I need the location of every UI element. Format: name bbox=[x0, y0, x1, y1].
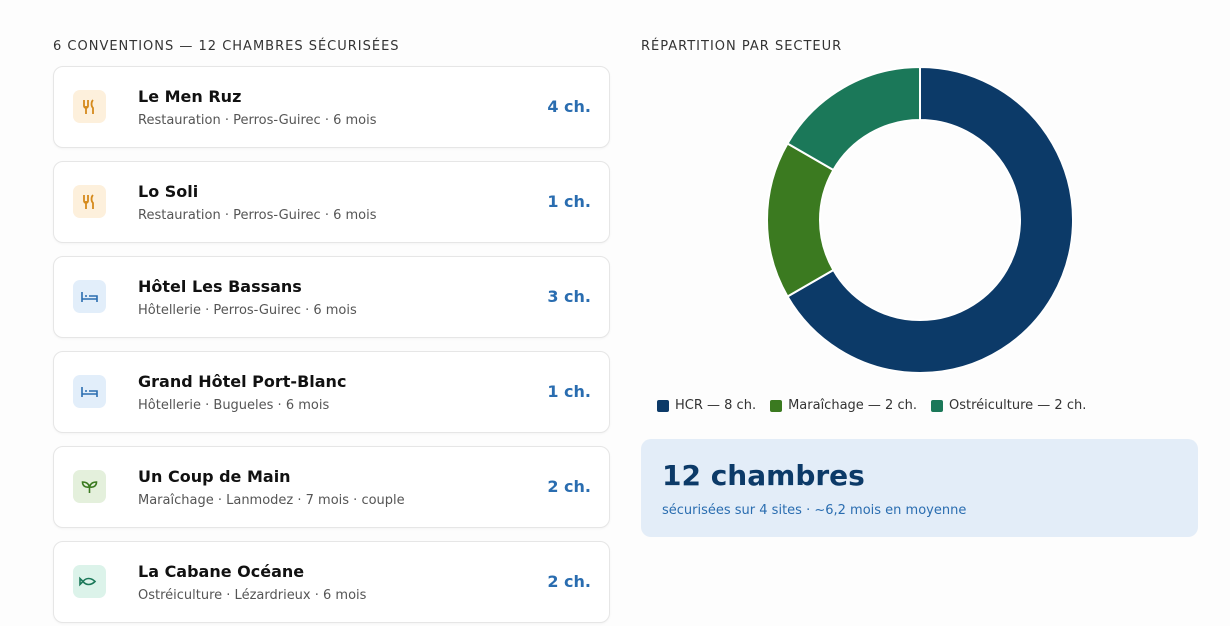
list-title: 6 CONVENTIONS — 12 CHAMBRES SÉCURISÉES bbox=[53, 39, 400, 54]
plant-icon bbox=[73, 470, 106, 503]
details: Restauration · Perros-Guirec · 6 mois bbox=[138, 113, 377, 128]
legend-swatch bbox=[930, 399, 943, 412]
convention-card[interactable]: La Cabane Océane Ostréiculture · Lézardr… bbox=[53, 541, 610, 623]
name: Grand Hôtel Port-Blanc bbox=[138, 372, 347, 391]
convention-card[interactable]: Le Men Ruz Restauration · Perros-Guirec … bbox=[53, 66, 610, 148]
name: Hôtel Les Bassans bbox=[138, 277, 302, 296]
legend-label: Ostréiculture — 2 ch. bbox=[948, 398, 1087, 413]
details: Hôtellerie · Perros-Guirec · 6 mois bbox=[138, 303, 357, 318]
legend-label: Maraîchage — 2 ch. bbox=[788, 398, 917, 413]
donut-slice bbox=[786, 65, 921, 172]
fish-icon bbox=[73, 565, 106, 598]
name: La Cabane Océane bbox=[138, 562, 305, 581]
rooms: 1 ch. bbox=[547, 192, 591, 211]
convention-card[interactable]: Grand Hôtel Port-Blanc Hôtellerie · Bugu… bbox=[53, 351, 610, 433]
details: Hôtellerie · Bugueles · 6 mois bbox=[138, 398, 330, 413]
summary-headline: 12 chambres bbox=[662, 459, 865, 492]
rooms: 1 ch. bbox=[547, 382, 591, 401]
convention-card[interactable]: Hôtel Les Bassans Hôtellerie · Perros-Gu… bbox=[53, 256, 610, 338]
convention-card[interactable]: Un Coup de Main Maraîchage · Lanmodez · … bbox=[53, 446, 610, 528]
rooms: 3 ch. bbox=[547, 287, 591, 306]
legend-swatch bbox=[657, 399, 669, 412]
name: Un Coup de Main bbox=[138, 467, 291, 486]
legend-label: HCR — 8 ch. bbox=[675, 398, 757, 413]
legend-item: HCR — 8 ch. bbox=[657, 398, 756, 413]
restaurant-icon bbox=[73, 90, 106, 123]
legend-swatch bbox=[770, 399, 783, 412]
chart-title: RÉPARTITION PAR SECTEUR bbox=[641, 39, 843, 54]
details: Maraîchage · Lanmodez · 7 mois · couple bbox=[138, 493, 405, 508]
legend-item: Maraîchage — 2 ch. bbox=[770, 398, 917, 413]
convention-card[interactable]: Lo Soli Restauration · Perros-Guirec · 6… bbox=[53, 161, 610, 243]
summary-subtitle: sécurisées sur 4 sites · ~6,2 mois en mo… bbox=[662, 503, 967, 518]
name: Le Men Ruz bbox=[138, 87, 242, 106]
hotel-icon bbox=[73, 280, 106, 313]
donut-slice bbox=[786, 65, 1074, 374]
rooms: 4 ch. bbox=[547, 97, 591, 116]
legend-item: Ostréiculture — 2 ch. bbox=[930, 398, 1087, 413]
summary-box: 12 chambres sécurisées sur 4 sites · ~6,… bbox=[641, 439, 1198, 537]
rooms: 2 ch. bbox=[547, 477, 591, 496]
restaurant-icon bbox=[73, 185, 106, 218]
details: Ostréiculture · Lézardrieux · 6 mois bbox=[138, 588, 367, 603]
donut-slice bbox=[766, 142, 835, 298]
hotel-icon bbox=[73, 375, 106, 408]
donut-chart bbox=[766, 65, 1074, 374]
legend: HCR — 8 ch. Maraîchage — 2 ch. Ostréicultu… bbox=[657, 398, 1086, 413]
details: Restauration · Perros-Guirec · 6 mois bbox=[138, 208, 377, 223]
name: Lo Soli bbox=[138, 182, 199, 201]
rooms: 2 ch. bbox=[547, 572, 591, 591]
